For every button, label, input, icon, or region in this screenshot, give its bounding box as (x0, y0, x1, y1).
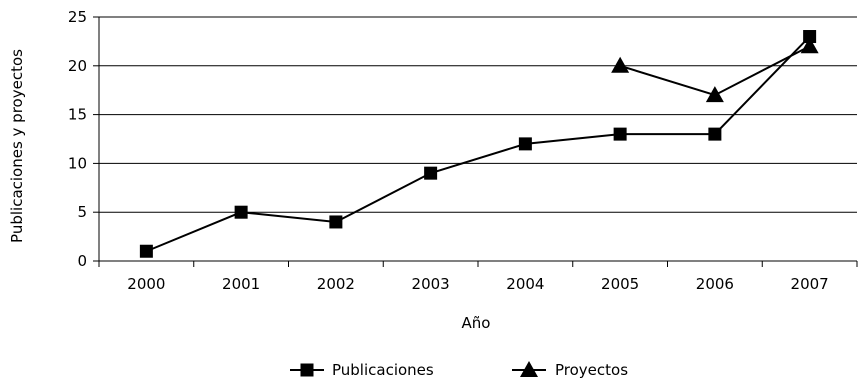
y-tick-label: 5 (77, 203, 87, 221)
data-point (329, 215, 343, 229)
y-tick-label: 20 (68, 57, 87, 75)
data-point (424, 166, 438, 180)
data-point (800, 37, 819, 54)
legend-label: Publicaciones (332, 361, 434, 379)
data-point (139, 244, 153, 258)
grid-lines (99, 16, 857, 213)
x-tick-label: 2003 (412, 275, 450, 293)
x-tick-label: 2006 (696, 275, 734, 293)
legend: Publicaciones Proyectos (290, 361, 628, 379)
data-point (705, 86, 724, 103)
data-point (518, 137, 532, 151)
x-axis-ticks: 2000 2001 2002 2003 2004 2005 2006 2007 (98, 261, 858, 293)
x-tick-label: 2007 (791, 275, 829, 293)
data-point (234, 205, 248, 219)
y-tick-label: 0 (77, 252, 87, 270)
legend-item: Proyectos (512, 361, 628, 379)
legend-item: Publicaciones (290, 361, 434, 379)
data-point (708, 127, 722, 141)
series-publicaciones (139, 30, 817, 258)
data-point (611, 56, 630, 73)
y-tick-label: 10 (68, 154, 87, 172)
x-tick-label: 2001 (222, 275, 260, 293)
legend-marker (520, 361, 538, 377)
series-line (145, 35, 811, 253)
x-axis-title: Año (462, 314, 491, 332)
data-point (613, 127, 627, 141)
y-tick-label: 15 (68, 106, 87, 124)
y-axis-ticks: 0 5 10 15 20 25 (68, 8, 99, 270)
series-layer (139, 30, 819, 258)
legend-marker (300, 363, 314, 377)
y-axis-title: Publicaciones y proyectos (8, 49, 26, 243)
x-tick-label: 2005 (601, 275, 639, 293)
legend-label: Proyectos (555, 361, 628, 379)
x-tick-label: 2002 (317, 275, 355, 293)
data-point (803, 30, 817, 44)
x-tick-label: 2004 (506, 275, 544, 293)
x-tick-label: 2000 (127, 275, 165, 293)
y-tick-label: 25 (68, 8, 87, 26)
series-proyectos (611, 37, 819, 103)
